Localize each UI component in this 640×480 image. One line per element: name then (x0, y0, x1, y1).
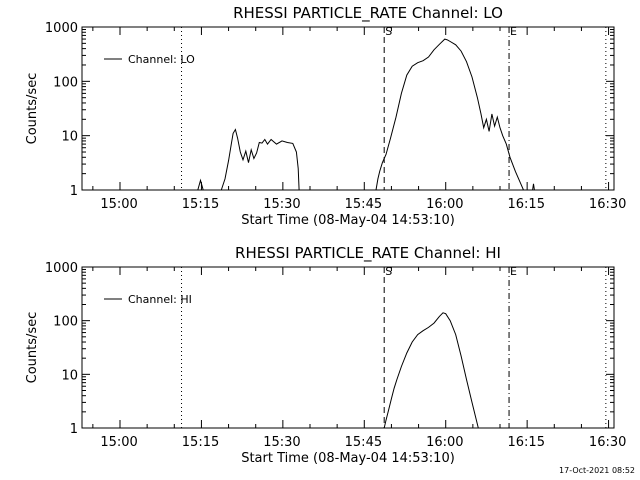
x-tick-label: 16:00 (426, 435, 463, 450)
lo-series-line (532, 183, 535, 191)
plot-frame (81, 266, 615, 429)
lo-series-line (375, 38, 524, 191)
x-tick-label: 15:45 (345, 197, 382, 212)
y-tick-label: 1000 (45, 261, 78, 276)
x-tick-label: 16:00 (426, 197, 463, 212)
x-tick-label: 16:30 (589, 197, 626, 212)
timestamp-label: 17-Oct-2021 08:52 (559, 466, 635, 475)
x-tick-label: 15:45 (345, 435, 382, 450)
y-tick-label: 100 (53, 75, 78, 90)
lo-channel-panel: RHESSI PARTICLE_RATE Channel: LO 1 10 100 10… (25, 4, 626, 228)
hi-channel-panel: RHESSI PARTICLE_RATE Channel: HI 1 10 100 10… (25, 244, 626, 466)
y-tick-label: 1 (70, 422, 78, 437)
y-tick-label: 10 (61, 368, 78, 383)
x-axis-label: Start Time (08-May-04 14:53:10) (241, 451, 455, 466)
x-tick-label: 15:15 (182, 435, 219, 450)
x-tick-label: 15:30 (263, 197, 300, 212)
chart-title: RHESSI PARTICLE_RATE Channel: HI (235, 244, 501, 263)
hi-series-line (383, 312, 479, 429)
time-marker-label: E (510, 265, 517, 278)
plot-frame (81, 26, 615, 191)
lo-series-line (220, 128, 300, 191)
x-tick-label: 15:00 (100, 197, 137, 212)
y-tick-label: 1 (70, 184, 78, 199)
legend-entry: Channel: LO (128, 53, 195, 66)
y-axis-label: Counts/sec (25, 73, 40, 145)
x-tick-label: 16:30 (589, 435, 626, 450)
lo-series-line (197, 178, 204, 191)
y-axis-label: Counts/sec (25, 312, 40, 384)
x-tick-label: 15:00 (100, 435, 137, 450)
x-tick-label: 15:30 (263, 435, 300, 450)
legend-entry: Channel: HI (128, 293, 192, 306)
x-axis-label: Start Time (08-May-04 14:53:10) (241, 213, 455, 228)
y-tick-label: 1000 (45, 21, 78, 36)
time-marker-label: S (385, 25, 392, 38)
time-marker-label: E (510, 25, 517, 38)
y-tick-label: 10 (61, 130, 78, 145)
y-tick-label: 100 (53, 315, 78, 330)
x-tick-label: 15:15 (182, 197, 219, 212)
x-tick-label: 16:15 (508, 435, 545, 450)
chart-title: RHESSI PARTICLE_RATE Channel: LO (233, 4, 503, 23)
time-marker-label: S (385, 265, 392, 278)
x-tick-label: 16:15 (508, 197, 545, 212)
